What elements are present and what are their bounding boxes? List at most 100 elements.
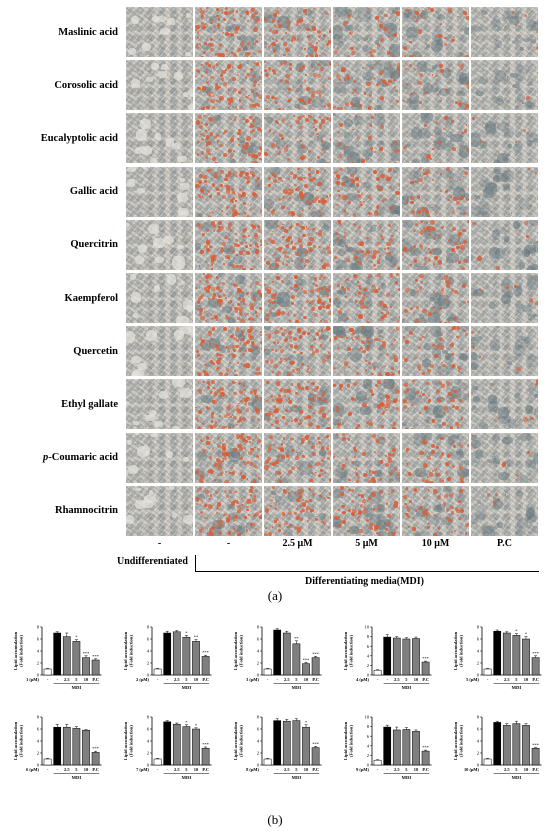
micrograph-cell bbox=[471, 432, 538, 483]
y-tick-label: 6 bbox=[367, 734, 370, 739]
micrograph-cell bbox=[333, 273, 400, 323]
micrograph-cell bbox=[126, 326, 193, 377]
bar-chart: Lipid accumulation(Fold induction) 0 2 4 6 8 -… bbox=[4, 710, 114, 805]
bar bbox=[522, 725, 530, 766]
significance-label: *** bbox=[303, 657, 310, 662]
y-tick-label: 4 bbox=[37, 739, 40, 744]
bar bbox=[421, 750, 430, 766]
bar bbox=[91, 752, 100, 766]
x-tick-label: P.C bbox=[92, 677, 99, 682]
mdi-group-label: MDI bbox=[512, 685, 522, 690]
micrograph-cell bbox=[402, 219, 469, 270]
significance-label: ** bbox=[294, 636, 298, 641]
y-tick-label: 4 bbox=[37, 649, 40, 654]
micrograph-cell bbox=[333, 7, 400, 57]
bar bbox=[82, 729, 90, 766]
bar bbox=[43, 668, 52, 676]
y-axis-label-line: (Fold induction) bbox=[348, 725, 353, 757]
bar bbox=[91, 659, 100, 676]
micrograph-cell bbox=[402, 7, 469, 57]
y-tick-label: 6 bbox=[147, 637, 150, 642]
bar-chart: Lipid accumulation(Fold induction) 0 2 4 6 8 -… bbox=[224, 620, 334, 715]
significance-label: *** bbox=[92, 746, 99, 751]
bar-chart-svg: Lipid accumulation(Fold induction) 0 2 4 6 8 -… bbox=[453, 625, 542, 690]
x-tick-label: P.C bbox=[202, 767, 209, 772]
mdi-group-label: MDI bbox=[182, 685, 192, 690]
significance-label: *** bbox=[312, 651, 319, 656]
bar bbox=[192, 641, 200, 676]
y-axis-label-line: Lipid accumulation bbox=[453, 721, 458, 760]
bar bbox=[263, 668, 272, 676]
micrograph-cell bbox=[402, 166, 469, 217]
significance-label: ** bbox=[194, 635, 198, 640]
bar bbox=[182, 726, 191, 766]
bar-chart-svg: Lipid accumulation(Fold induction) 0 2 4 6 8 1… bbox=[343, 715, 432, 780]
y-axis-label-line: (Fold induction) bbox=[18, 635, 23, 667]
micrograph-cell bbox=[195, 432, 262, 483]
x-tick-label: 5 bbox=[515, 677, 518, 682]
micrograph-cell bbox=[126, 379, 193, 430]
y-axis-label-line: Lipid accumulation bbox=[233, 631, 238, 670]
x-tick-label: P.C bbox=[422, 767, 429, 772]
micrograph-cell bbox=[471, 219, 538, 270]
x-tick-label: - bbox=[166, 677, 168, 682]
bar bbox=[302, 663, 310, 676]
micrograph-cell bbox=[264, 379, 331, 430]
compound-name: Eucalyptolic acid bbox=[40, 132, 118, 144]
y-tick-label: 0 bbox=[37, 763, 40, 768]
micrograph-cell bbox=[402, 379, 469, 430]
bar bbox=[292, 643, 301, 676]
micrograph-cell bbox=[126, 7, 193, 57]
y-tick-label: 8 bbox=[147, 715, 150, 720]
micrograph-row: Ethyl gallate bbox=[0, 379, 550, 430]
y-axis-label-line: (Fold induction) bbox=[18, 725, 23, 757]
micrograph-cell bbox=[195, 326, 262, 377]
bar bbox=[493, 722, 502, 766]
bar bbox=[62, 726, 71, 766]
x-tick-label: 10 bbox=[414, 767, 419, 772]
bar bbox=[282, 720, 291, 766]
x-tick-label: P.C bbox=[422, 677, 429, 682]
bar bbox=[62, 636, 71, 676]
micrograph-cell bbox=[195, 273, 262, 323]
bar bbox=[402, 638, 411, 676]
significance-label: * bbox=[515, 629, 517, 634]
bar-chart: Lipid accumulation(Fold induction) 0 2 4 6 8 -… bbox=[114, 710, 224, 805]
bar bbox=[292, 720, 301, 766]
x-tick-label: - bbox=[377, 677, 379, 682]
bar-chart: Lipid accumulation(Fold induction) 0 2 4 6 8 1… bbox=[334, 710, 444, 805]
bar-chart-svg: Lipid accumulation(Fold induction) 0 2 4 6 8 1… bbox=[343, 625, 432, 690]
compound-label: Ethyl gallate bbox=[0, 379, 118, 429]
bar bbox=[483, 758, 492, 766]
significance-label: * bbox=[525, 632, 527, 637]
compound-label: Quercetin bbox=[0, 326, 118, 376]
micrograph-cell bbox=[333, 60, 400, 111]
y-tick-label: 2 bbox=[37, 751, 40, 756]
x-tick-label: - bbox=[56, 767, 58, 772]
x-tick-label: P.C bbox=[532, 677, 539, 682]
micrograph-cell bbox=[126, 60, 193, 111]
y-tick-label: 2 bbox=[367, 753, 370, 758]
y-axis-label: Lipid accumulation(Fold induction) bbox=[453, 721, 463, 760]
x-tick-label: 5 bbox=[295, 767, 298, 772]
bar bbox=[373, 669, 382, 676]
compound-name: Maslinic acid bbox=[58, 26, 118, 38]
y-tick-label: 6 bbox=[37, 637, 40, 642]
x-tick-label: 2.5 bbox=[394, 767, 400, 772]
mdi-group-label: MDI bbox=[72, 775, 82, 780]
caption-b: (b) bbox=[267, 812, 283, 827]
x-prefix-label: 5 (μM) bbox=[466, 677, 479, 682]
bar-chart: Lipid accumulation(Fold induction) 0 2 4 6 8 -… bbox=[444, 710, 550, 805]
x-tick-label: - bbox=[47, 677, 49, 682]
bar bbox=[412, 731, 420, 766]
y-tick-label: 4 bbox=[367, 743, 370, 748]
column-label: - bbox=[226, 538, 231, 549]
bar bbox=[172, 723, 181, 766]
bar bbox=[383, 636, 392, 676]
y-tick-label: 6 bbox=[477, 637, 480, 642]
x-tick-label: - bbox=[487, 677, 489, 682]
micrograph-cell bbox=[333, 166, 400, 217]
x-tick-label: - bbox=[56, 677, 58, 682]
compound-label: Kaempferol bbox=[0, 273, 118, 323]
significance-label: * bbox=[75, 635, 77, 640]
